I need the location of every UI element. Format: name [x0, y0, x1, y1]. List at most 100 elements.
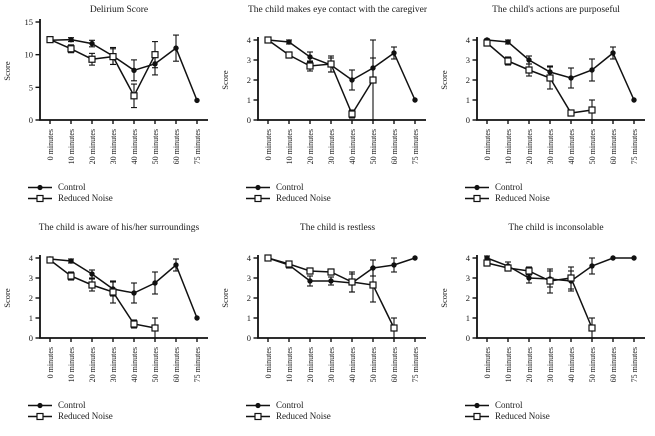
legend-label-control: Control	[276, 400, 304, 410]
svg-text:20 minutes: 20 minutes	[306, 129, 315, 164]
svg-text:Score: Score	[220, 288, 230, 308]
legend-label-control: Control	[495, 400, 523, 410]
svg-text:0: 0	[247, 333, 251, 343]
legend-item-reduced-noise: Reduced Noise	[27, 411, 218, 421]
svg-text:0 minutes: 0 minutes	[483, 347, 492, 378]
control-line-marker-icon	[246, 402, 270, 408]
svg-text:60 minutes: 60 minutes	[609, 129, 618, 164]
reduced-noise-line-marker-icon	[465, 194, 489, 202]
svg-text:1: 1	[466, 95, 470, 105]
legend-label-control: Control	[495, 182, 523, 192]
svg-text:Score: Score	[439, 70, 449, 90]
svg-text:50 minutes: 50 minutes	[369, 129, 378, 164]
chart-legend: Control Reduced Noise	[0, 180, 218, 218]
svg-text:0: 0	[29, 333, 33, 343]
svg-text:75 minutes: 75 minutes	[411, 347, 420, 382]
legend-item-reduced-noise: Reduced Noise	[245, 193, 437, 203]
svg-text:10 minutes: 10 minutes	[285, 129, 294, 164]
legend-item-reduced-noise: Reduced Noise	[245, 411, 437, 421]
svg-text:30 minutes: 30 minutes	[109, 129, 118, 164]
svg-text:40 minutes: 40 minutes	[348, 347, 357, 382]
svg-text:60 minutes: 60 minutes	[172, 347, 181, 382]
svg-text:10 minutes: 10 minutes	[504, 129, 513, 164]
svg-text:4: 4	[247, 253, 252, 263]
legend-label-control: Control	[58, 182, 86, 192]
svg-text:0: 0	[247, 115, 251, 125]
svg-text:20 minutes: 20 minutes	[525, 129, 534, 164]
reduced-noise-line-marker-icon	[246, 412, 270, 420]
svg-text:20 minutes: 20 minutes	[306, 347, 315, 382]
reduced-noise-line-marker-icon	[465, 412, 489, 420]
chart-title: The child is restless	[299, 223, 376, 233]
svg-text:2: 2	[466, 293, 470, 303]
svg-text:10 minutes: 10 minutes	[67, 347, 76, 382]
legend-label-control: Control	[58, 400, 86, 410]
svg-text:10 minutes: 10 minutes	[285, 347, 294, 382]
svg-text:60 minutes: 60 minutes	[390, 347, 399, 382]
chart-panel-eye-contact: The child makes eye contact with the car…	[218, 0, 437, 218]
legend-item-control: Control	[27, 400, 218, 410]
svg-text:75 minutes: 75 minutes	[630, 347, 639, 382]
svg-text:5: 5	[29, 82, 33, 92]
svg-text:1: 1	[466, 313, 470, 323]
svg-text:50 minutes: 50 minutes	[588, 347, 597, 382]
chart-legend: Control Reduced Noise	[218, 398, 437, 436]
chart-legend: Control Reduced Noise	[218, 180, 437, 218]
svg-text:Score: Score	[220, 70, 230, 90]
svg-text:1: 1	[247, 95, 251, 105]
svg-text:75 minutes: 75 minutes	[193, 347, 202, 382]
svg-text:3: 3	[247, 55, 251, 65]
svg-text:4: 4	[29, 253, 34, 263]
svg-text:20 minutes: 20 minutes	[88, 129, 97, 164]
svg-text:4: 4	[466, 35, 471, 45]
svg-text:2: 2	[29, 293, 33, 303]
svg-text:Score: Score	[439, 288, 449, 308]
svg-text:40 minutes: 40 minutes	[348, 129, 357, 164]
legend-label-reduced-noise: Reduced Noise	[58, 411, 113, 421]
svg-text:0 minutes: 0 minutes	[46, 129, 55, 160]
svg-text:10: 10	[25, 50, 34, 60]
legend-item-control: Control	[27, 182, 218, 192]
reduced-noise-line-marker-icon	[28, 412, 52, 420]
control-line-marker-icon	[465, 184, 489, 190]
svg-text:30 minutes: 30 minutes	[546, 347, 555, 382]
svg-text:60 minutes: 60 minutes	[390, 129, 399, 164]
svg-text:0 minutes: 0 minutes	[483, 129, 492, 160]
svg-text:0 minutes: 0 minutes	[264, 347, 273, 378]
line-chart-delirium-score: 0 5 10 15 0 minutes 10 minutes 20 minutes 30 mi…	[2, 17, 208, 164]
svg-text:0 minutes: 0 minutes	[46, 347, 55, 378]
svg-text:3: 3	[466, 273, 470, 283]
chart-panel-actions-purposeful: The child's actions are purposeful 0 1 2 3 4…	[437, 0, 655, 218]
legend-item-reduced-noise: Reduced Noise	[464, 193, 655, 203]
svg-text:60 minutes: 60 minutes	[609, 347, 618, 382]
svg-text:30 minutes: 30 minutes	[109, 347, 118, 382]
legend-item-control: Control	[464, 182, 655, 192]
svg-text:3: 3	[247, 273, 251, 283]
svg-text:30 minutes: 30 minutes	[546, 129, 555, 164]
svg-text:60 minutes: 60 minutes	[172, 129, 181, 164]
chart-legend: Control Reduced Noise	[0, 398, 218, 436]
svg-text:0: 0	[29, 115, 33, 125]
chart-panel-delirium-score: Delirium Score 0 5 10 15 0 minutes 10 minutes…	[0, 0, 218, 218]
legend-item-reduced-noise: Reduced Noise	[27, 193, 218, 203]
chart-legend: Control Reduced Noise	[437, 398, 655, 436]
svg-text:0: 0	[466, 333, 470, 343]
chart-title: The child makes eye contact with the car…	[247, 5, 428, 15]
svg-text:30 minutes: 30 minutes	[327, 129, 336, 164]
svg-text:20 minutes: 20 minutes	[525, 347, 534, 382]
chart-panel-aware-surroundings: The child is aware of his/her surroundin…	[0, 218, 218, 436]
svg-text:2: 2	[247, 293, 251, 303]
chart-title: The child's actions are purposeful	[492, 5, 620, 15]
legend-item-control: Control	[245, 182, 437, 192]
svg-text:0 minutes: 0 minutes	[264, 129, 273, 160]
svg-text:75 minutes: 75 minutes	[630, 129, 639, 164]
legend-label-reduced-noise: Reduced Noise	[495, 411, 550, 421]
svg-text:2: 2	[466, 75, 470, 85]
legend-label-control: Control	[276, 182, 304, 192]
svg-text:1: 1	[247, 313, 251, 323]
svg-text:10 minutes: 10 minutes	[504, 347, 513, 382]
svg-text:4: 4	[247, 35, 252, 45]
